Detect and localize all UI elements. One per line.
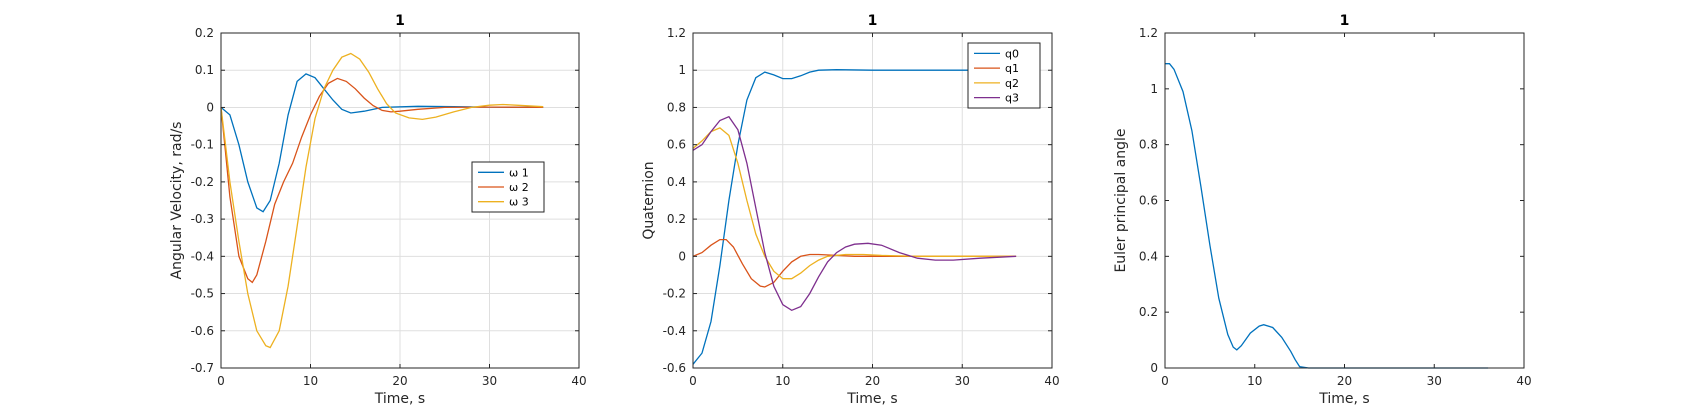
y-tick-label: 0.2 [1139, 305, 1158, 319]
x-tick-label: 40 [571, 374, 586, 388]
chart-title: 1 [395, 13, 405, 29]
plot-area [1165, 33, 1524, 368]
y-tick-label: 1.2 [1139, 26, 1158, 40]
x-tick-label: 30 [955, 374, 970, 388]
y-axis-label: Angular Velocity, rad/s [169, 122, 185, 280]
y-tick-label: -0.7 [191, 361, 214, 375]
y-tick-label: -0.4 [663, 324, 686, 338]
x-tick-label: 10 [1247, 374, 1262, 388]
legend-label: ω 2 [509, 181, 529, 194]
y-tick-label: 0.8 [667, 100, 686, 114]
x-tick-label: 10 [303, 374, 318, 388]
legend-label: ω 3 [509, 196, 529, 209]
legend-label: q2 [1005, 77, 1019, 90]
series-line-3 [220, 52, 544, 349]
chart-3: 0 10 20 30 40 0 0.2 0.4 0.6 0.8 1 1.2 1 Time, s Euler … [1113, 13, 1532, 407]
legend-label: q0 [1005, 47, 1019, 60]
y-axis-label: Euler principal angle [1113, 128, 1129, 272]
y-tick-label: 0.2 [667, 212, 686, 226]
legend-label: q1 [1005, 62, 1019, 75]
x-tick-label: 30 [482, 374, 497, 388]
y-tick-label: 1 [678, 63, 686, 77]
y-tick-label: -0.4 [191, 249, 214, 263]
x-tick-label: 0 [689, 374, 697, 388]
x-tick-label: 40 [1044, 374, 1059, 388]
y-tick-label: 1 [1150, 82, 1158, 96]
x-tick-label: 20 [865, 374, 880, 388]
legend: q0 q1 q2 q3 [967, 42, 1041, 109]
chart-title: 1 [1340, 13, 1350, 29]
y-tick-label: -0.3 [191, 212, 214, 226]
y-tick-label: -0.2 [663, 287, 686, 301]
y-tick-label: -0.5 [191, 287, 214, 301]
x-tick-label: 0 [1161, 374, 1169, 388]
x-tick-label: 30 [1427, 374, 1442, 388]
x-axis-label: Time, s [1318, 391, 1369, 407]
y-tick-label: -0.6 [663, 361, 686, 375]
chart-title: 1 [868, 13, 878, 29]
legend: ω 1 ω 2 ω 3 [471, 161, 545, 213]
y-tick-label: 0.1 [195, 63, 214, 77]
y-tick-label: 0.4 [1139, 249, 1158, 263]
y-tick-label: 0.4 [667, 175, 686, 189]
legend-label: q3 [1005, 92, 1019, 105]
y-tick-label: 0.2 [195, 26, 214, 40]
series-line-3 [692, 127, 1017, 280]
y-tick-label: 0.6 [1139, 194, 1158, 208]
series-line-1 [692, 69, 1017, 365]
y-tick-label: 0 [678, 249, 686, 263]
series-line-2 [692, 238, 1017, 288]
y-tick-label: 0.8 [1139, 138, 1158, 152]
x-tick-label: 20 [392, 374, 407, 388]
y-tick-label: 0.6 [667, 138, 686, 152]
x-axis-label: Time, s [846, 391, 897, 407]
series-line-1 [220, 73, 544, 213]
x-tick-label: 20 [1337, 374, 1352, 388]
y-tick-label: 1.2 [667, 26, 686, 40]
x-tick-label: 40 [1516, 374, 1531, 388]
y-tick-label: 0 [1150, 361, 1158, 375]
y-tick-label: 0 [206, 100, 214, 114]
series-line-2 [220, 77, 544, 284]
series-line-4 [692, 115, 1017, 312]
y-tick-label: -0.6 [191, 324, 214, 338]
legend-label: ω 1 [509, 166, 529, 179]
y-tick-label: -0.2 [191, 175, 214, 189]
chart-2: 0 10 20 30 40 -0.6 -0.4 -0.2 0 0.2 0.4 0.6 0.8 1 1.2 1 T… [641, 13, 1060, 407]
x-axis-label: Time, s [374, 391, 425, 407]
y-axis-label: Quaternion [641, 161, 657, 239]
chart-1: 0 10 20 30 40 -0.7 -0.6 -0.5 -0.4 -0.3 -0.2 -0.1 0 0.… [169, 13, 587, 407]
x-tick-label: 0 [217, 374, 225, 388]
x-tick-label: 10 [775, 374, 790, 388]
y-tick-label: -0.1 [191, 138, 214, 152]
